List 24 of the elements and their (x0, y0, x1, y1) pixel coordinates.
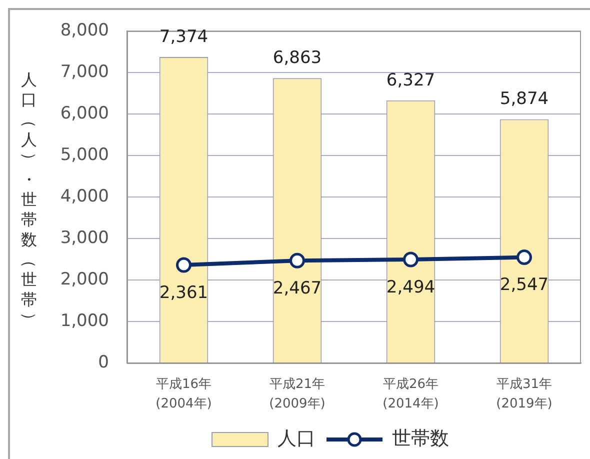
y-tick-label: 5,000 (60, 144, 109, 165)
data-label: 2,361 (159, 282, 208, 303)
y-tick-label: 2,000 (60, 269, 109, 290)
y-tick-label: 8,000 (60, 20, 109, 40)
y-tick-label: 0 (98, 352, 109, 372)
data-label: 2,547 (500, 275, 549, 296)
legend-label: 世帯数 (392, 427, 449, 450)
y-tick-label: 3,000 (60, 228, 109, 248)
legend-label: 人口 (278, 427, 316, 450)
x-tick-label: 平成21年 (2009年) (269, 377, 326, 412)
y-tick-label: 7,000 (60, 62, 109, 82)
data-label: 6,863 (272, 48, 322, 68)
y-tick-label: 4,000 (60, 186, 109, 206)
y-tick-label: 1,000 (60, 310, 109, 331)
data-label: 5,874 (500, 89, 549, 110)
x-tick-label: 平成31年 (2019年) (496, 377, 552, 412)
data-label: 6,327 (386, 70, 436, 90)
y-tick-label: 6,000 (60, 103, 109, 124)
data-label: 7,374 (159, 26, 208, 47)
data-label: 2,467 (272, 278, 322, 299)
text: 人口（人）・世帯数（世帯） (20, 70, 39, 328)
x-tick-label: 平成16年 (2004年) (156, 377, 212, 412)
data-label: 2,494 (386, 277, 436, 298)
x-tick-label: 平成26年 (2014年) (382, 377, 439, 412)
